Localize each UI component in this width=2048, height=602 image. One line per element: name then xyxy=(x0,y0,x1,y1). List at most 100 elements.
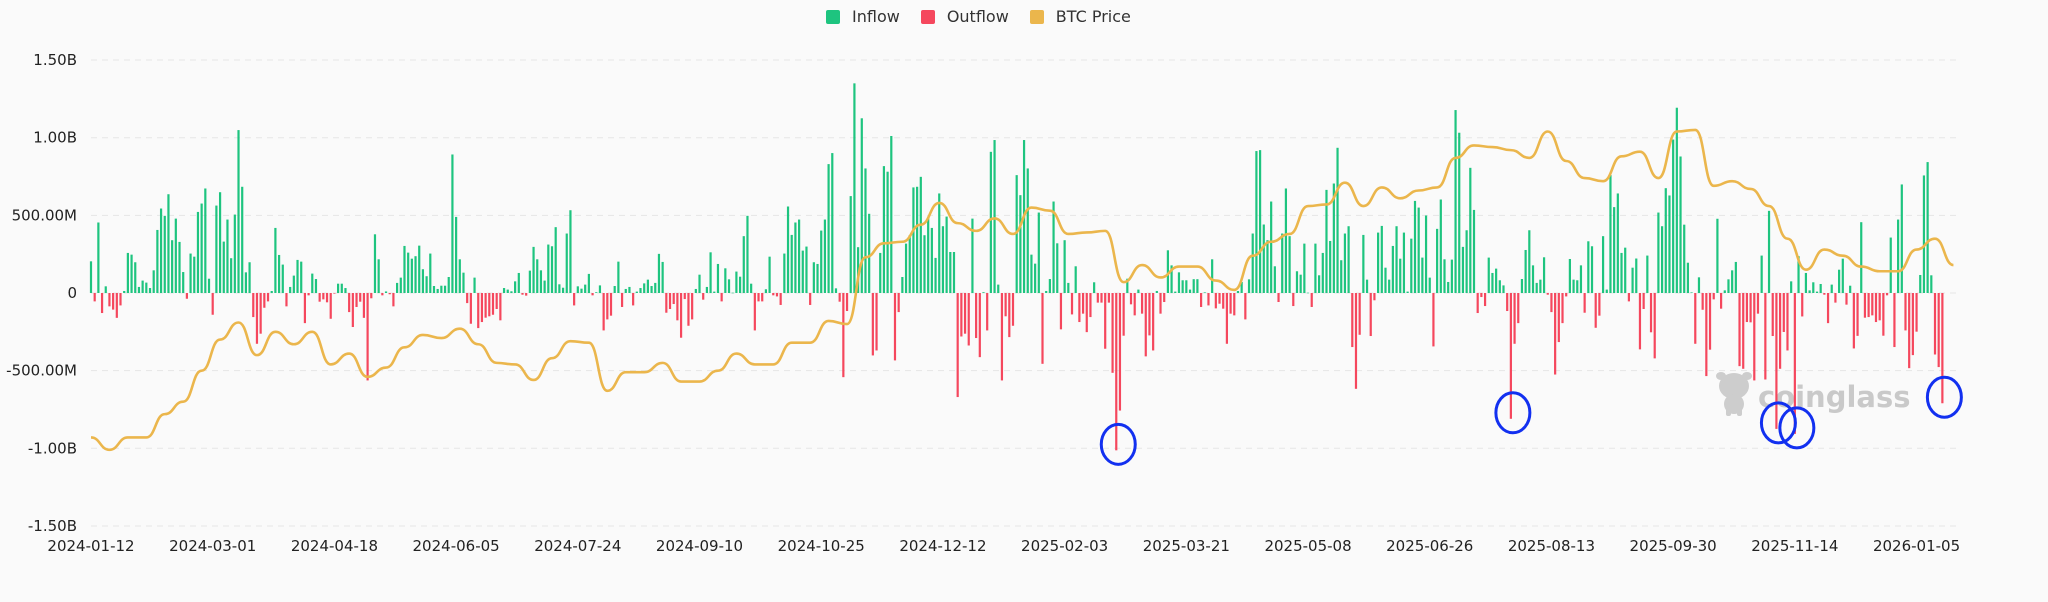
inflow-bar[interactable] xyxy=(514,281,517,293)
outflow-bar[interactable] xyxy=(93,293,96,302)
inflow-bar[interactable] xyxy=(145,282,148,293)
inflow-bar[interactable] xyxy=(595,292,598,293)
outflow-bar[interactable] xyxy=(480,293,484,323)
inflow-bar[interactable] xyxy=(820,230,823,293)
inflow-bar[interactable] xyxy=(1590,246,1594,293)
outflow-bar[interactable] xyxy=(1144,293,1147,357)
inflow-bar[interactable] xyxy=(879,252,882,293)
outflow-bar[interactable] xyxy=(521,293,524,295)
inflow-bar[interactable] xyxy=(727,279,731,293)
outflow-bar[interactable] xyxy=(761,293,764,302)
inflow-bar[interactable] xyxy=(1203,292,1206,293)
inflow-bar[interactable] xyxy=(1686,262,1690,293)
inflow-bar[interactable] xyxy=(189,253,192,293)
inflow-bar[interactable] xyxy=(1067,282,1070,293)
inflow-bar[interactable] xyxy=(429,253,432,293)
inflow-bar[interactable] xyxy=(1804,272,1808,293)
outflow-bar[interactable] xyxy=(1565,293,1568,297)
inflow-bar[interactable] xyxy=(558,284,561,293)
inflow-bar[interactable] xyxy=(1299,274,1302,293)
outflow-bar[interactable] xyxy=(1369,293,1372,337)
outflow-bar[interactable] xyxy=(112,293,115,310)
inflow-bar[interactable] xyxy=(801,250,804,293)
inflow-bar[interactable] xyxy=(1443,259,1446,293)
inflow-bar[interactable] xyxy=(1181,280,1184,293)
outflow-bar[interactable] xyxy=(1933,293,1937,355)
inflow-bar[interactable] xyxy=(171,240,174,293)
inflow-bar[interactable] xyxy=(547,244,550,293)
inflow-bar[interactable] xyxy=(1812,282,1815,293)
inflow-bar[interactable] xyxy=(281,264,284,293)
inflow-bar[interactable] xyxy=(163,215,166,293)
inflow-bar[interactable] xyxy=(971,218,974,293)
outflow-bar[interactable] xyxy=(1911,293,1914,356)
inflow-bar[interactable] xyxy=(797,219,801,293)
inflow-bar[interactable] xyxy=(1579,265,1583,293)
outflow-bar[interactable] xyxy=(388,293,391,295)
outflow-bar[interactable] xyxy=(1557,293,1560,343)
outflow-bar[interactable] xyxy=(1122,293,1125,336)
inflow-bar[interactable] xyxy=(864,168,867,293)
inflow-bar[interactable] xyxy=(182,272,185,293)
outflow-bar[interactable] xyxy=(1941,293,1944,404)
outflow-bar[interactable] xyxy=(1011,293,1015,326)
inflow-bar[interactable] xyxy=(1410,238,1413,293)
outflow-bar[interactable] xyxy=(1793,293,1796,434)
inflow-bar[interactable] xyxy=(373,234,377,293)
inflow-bar[interactable] xyxy=(1196,279,1199,293)
inflow-bar[interactable] xyxy=(654,282,657,293)
outflow-bar[interactable] xyxy=(355,293,358,307)
outflow-bar[interactable] xyxy=(499,293,502,321)
inflow-bar[interactable] xyxy=(432,286,436,293)
inflow-bar[interactable] xyxy=(1288,236,1291,293)
inflow-bar[interactable] xyxy=(248,262,251,293)
inflow-bar[interactable] xyxy=(1395,226,1398,293)
outflow-bar[interactable] xyxy=(606,293,609,320)
inflow-bar[interactable] xyxy=(1498,280,1501,293)
inflow-bar[interactable] xyxy=(418,245,421,293)
inflow-bar[interactable] xyxy=(1019,195,1022,293)
inflow-bar[interactable] xyxy=(1015,175,1018,293)
outflow-bar[interactable] xyxy=(1070,293,1074,315)
inflow-bar[interactable] xyxy=(1093,282,1096,293)
outflow-bar[interactable] xyxy=(1148,293,1151,336)
outflow-bar[interactable] xyxy=(1863,293,1867,318)
inflow-bar[interactable] xyxy=(1716,218,1719,293)
outflow-bar[interactable] xyxy=(1218,293,1221,304)
inflow-bar[interactable] xyxy=(1247,279,1251,293)
inflow-bar[interactable] xyxy=(1185,280,1188,293)
outflow-bar[interactable] xyxy=(100,293,104,314)
outflow-bar[interactable] xyxy=(960,293,963,337)
inflow-bar[interactable] xyxy=(764,289,768,293)
inflow-bar[interactable] xyxy=(233,214,236,293)
inflow-bar[interactable] xyxy=(1343,233,1347,293)
outflow-bar[interactable] xyxy=(211,293,214,315)
outflow-bar[interactable] xyxy=(1852,293,1855,349)
inflow-bar[interactable] xyxy=(1668,195,1671,293)
inflow-bar[interactable] xyxy=(598,285,602,293)
outflow-bar[interactable] xyxy=(665,293,668,313)
inflow-bar[interactable] xyxy=(1166,250,1169,293)
outflow-bar[interactable] xyxy=(1483,293,1487,307)
inflow-bar[interactable] xyxy=(89,261,93,293)
outflow-bar[interactable] xyxy=(1856,293,1859,336)
inflow-bar[interactable] xyxy=(126,252,129,293)
inflow-bar[interactable] xyxy=(923,235,926,293)
inflow-bar[interactable] xyxy=(1188,289,1192,293)
inflow-bar[interactable] xyxy=(1926,162,1929,293)
inflow-bar[interactable] xyxy=(311,273,314,293)
outflow-bar[interactable] xyxy=(1107,293,1110,303)
legend-item-btc-price[interactable]: BTC Price xyxy=(1029,7,1131,26)
inflow-bar[interactable] xyxy=(1495,268,1498,293)
inflow-bar[interactable] xyxy=(1262,224,1265,293)
inflow-bar[interactable] xyxy=(1436,228,1439,293)
inflow-bar[interactable] xyxy=(1472,209,1476,293)
outflow-bar[interactable] xyxy=(1775,293,1778,429)
inflow-bar[interactable] xyxy=(1365,279,1369,293)
outflow-bar[interactable] xyxy=(1233,293,1236,316)
inflow-bar[interactable] xyxy=(1723,290,1726,293)
outflow-bar[interactable] xyxy=(1152,293,1155,351)
outflow-bar[interactable] xyxy=(1782,293,1785,332)
outflow-bar[interactable] xyxy=(687,293,690,326)
inflow-bar[interactable] xyxy=(982,292,985,293)
